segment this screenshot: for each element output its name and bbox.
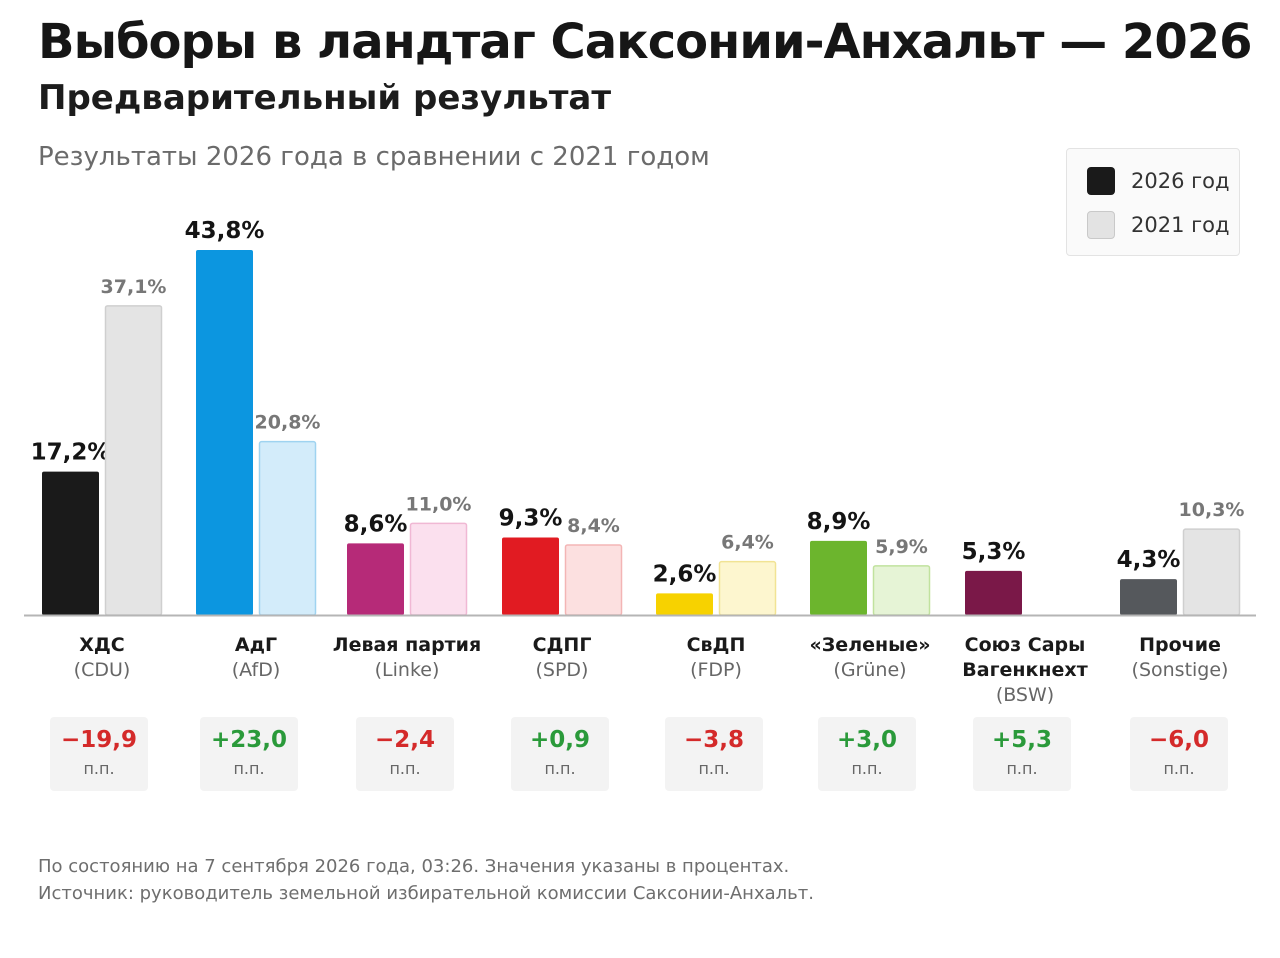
bar-2021 xyxy=(104,305,163,616)
footer-note: По состоянию на 7 сентября 2026 года, 03… xyxy=(38,856,790,877)
category-abbreviation: (BSW) xyxy=(995,684,1055,706)
category-label: Левая партия xyxy=(332,634,482,656)
bar-2026 xyxy=(347,543,404,615)
bar-2021 xyxy=(718,560,777,616)
legend-item-2026: 2026 год xyxy=(1087,166,1230,196)
category-abbreviation: (AfD) xyxy=(231,659,281,681)
value-label-2026: 9,3% xyxy=(499,506,563,532)
category-label: СвДП xyxy=(686,634,746,656)
category-label: АдГ xyxy=(234,634,278,656)
value-label-2026: 43,8% xyxy=(185,218,265,244)
delta-unit: п.п. xyxy=(851,759,883,778)
delta-unit: п.п. xyxy=(1163,759,1195,778)
delta-badge: +0,9 п.п. xyxy=(511,717,609,791)
value-label-2021: 20,8% xyxy=(255,412,321,434)
legend-swatch-2021 xyxy=(1087,211,1115,239)
value-label-2026: 5,3% xyxy=(962,539,1026,565)
delta-value: +23,0 xyxy=(210,727,288,753)
bar-2026 xyxy=(810,540,867,615)
category-label: Вагенкнехт xyxy=(962,659,1088,681)
delta-badge: +23,0 п.п. xyxy=(200,717,298,791)
delta-value: +3,0 xyxy=(836,727,897,753)
value-label-2026: 17,2% xyxy=(31,440,111,466)
delta-badge: −3,8 п.п. xyxy=(665,717,763,791)
delta-value: −2,4 xyxy=(374,727,435,753)
bar-2021 xyxy=(564,544,623,616)
value-label-2026: 8,9% xyxy=(807,509,871,535)
value-label-2026: 8,6% xyxy=(344,511,408,537)
category-label: Прочие xyxy=(1139,634,1221,656)
value-label-2021: 8,4% xyxy=(567,515,620,537)
value-label-2021: 6,4% xyxy=(721,532,774,554)
legend-swatch-2026 xyxy=(1087,167,1115,195)
delta-badge: −2,4 п.п. xyxy=(356,717,454,791)
delta-unit: п.п. xyxy=(544,759,576,778)
delta-unit: п.п. xyxy=(83,759,115,778)
delta-badge: +3,0 п.п. xyxy=(818,717,916,791)
category-abbreviation: (SPD) xyxy=(535,659,589,681)
delta-badge: +5,3 п.п. xyxy=(973,717,1071,791)
delta-value: +5,3 xyxy=(991,727,1052,753)
delta-value: +0,9 xyxy=(529,727,590,753)
bar-2021 xyxy=(258,440,317,616)
delta-badge: −19,9 п.п. xyxy=(50,717,148,791)
bar-2026 xyxy=(656,593,713,615)
bar-2026 xyxy=(965,570,1022,615)
chart-legend: 2026 год 2021 год xyxy=(1066,148,1240,256)
bar-2026 xyxy=(1120,579,1177,615)
value-label-2021: 10,3% xyxy=(1179,499,1245,521)
chart-subtitle: Предварительный результат xyxy=(38,78,612,118)
bar-2021 xyxy=(872,565,931,616)
category-abbreviation: (Grüne) xyxy=(833,659,907,681)
chart-title: Выборы в ландтаг Саксонии-Анхальт — 2026 xyxy=(38,14,1253,70)
bar-2021 xyxy=(409,522,468,616)
bar-2026 xyxy=(502,537,559,615)
value-label-2021: 11,0% xyxy=(406,493,472,515)
category-abbreviation: (Linke) xyxy=(374,659,440,681)
category-label: Союз Сары xyxy=(964,634,1086,656)
category-label: ХДС xyxy=(79,634,125,656)
delta-unit: п.п. xyxy=(698,759,730,778)
delta-badge: −6,0 п.п. xyxy=(1130,717,1228,791)
legend-label-2021: 2021 год xyxy=(1131,213,1230,237)
category-label: «Зеленые» xyxy=(809,634,931,656)
delta-unit: п.п. xyxy=(233,759,265,778)
value-label-2026: 2,6% xyxy=(653,561,717,587)
legend-label-2026: 2026 год xyxy=(1131,169,1230,193)
category-abbreviation: (Sonstige) xyxy=(1131,659,1229,681)
footer-source: Источник: руководитель земельной избират… xyxy=(38,883,814,904)
category-abbreviation: (CDU) xyxy=(73,659,131,681)
value-label-2021: 37,1% xyxy=(101,276,167,298)
category-abbreviation: (FDP) xyxy=(690,659,742,681)
bar-2026 xyxy=(42,471,99,615)
bar-2026 xyxy=(196,250,253,615)
value-label-2021: 5,9% xyxy=(875,536,928,558)
bar-2021 xyxy=(1182,528,1241,616)
delta-value: −6,0 xyxy=(1148,727,1209,753)
delta-value: −19,9 xyxy=(60,727,138,753)
delta-value: −3,8 xyxy=(683,727,744,753)
legend-item-2021: 2021 год xyxy=(1087,210,1230,240)
category-label: СДПГ xyxy=(532,634,592,656)
delta-unit: п.п. xyxy=(389,759,421,778)
value-label-2026: 4,3% xyxy=(1117,547,1181,573)
delta-unit: п.п. xyxy=(1006,759,1038,778)
chart-caption: Результаты 2026 года в сравнении с 2021 … xyxy=(38,142,710,172)
